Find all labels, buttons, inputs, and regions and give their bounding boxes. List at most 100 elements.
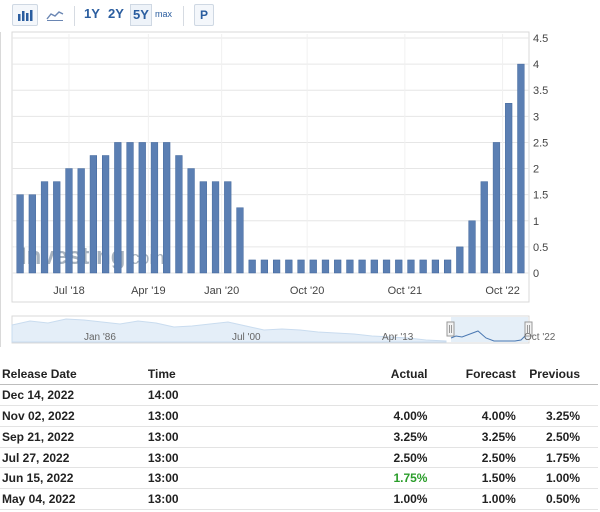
navigator-right-handle[interactable] bbox=[524, 321, 533, 337]
bar[interactable] bbox=[443, 259, 452, 274]
bar[interactable] bbox=[431, 259, 440, 274]
p-button-label: P bbox=[199, 8, 208, 22]
header-actual[interactable]: Actual bbox=[310, 364, 430, 386]
header-release-date[interactable]: Release Date bbox=[0, 364, 146, 386]
bar[interactable] bbox=[236, 207, 244, 274]
bar[interactable] bbox=[163, 142, 171, 274]
time-cell: 13:00 bbox=[145, 405, 311, 427]
bar[interactable] bbox=[150, 142, 159, 274]
bar[interactable] bbox=[334, 259, 342, 274]
bar[interactable] bbox=[285, 259, 293, 274]
time-cell: 13:00 bbox=[145, 426, 311, 448]
range-5y-button[interactable]: 5Y bbox=[130, 4, 152, 26]
bar-series bbox=[16, 63, 525, 274]
bar[interactable] bbox=[492, 142, 501, 274]
bar[interactable] bbox=[321, 259, 330, 274]
bar[interactable] bbox=[419, 259, 427, 274]
y-tick-label: 0 bbox=[533, 268, 539, 280]
bar[interactable] bbox=[16, 194, 24, 274]
actual-cell: 4.00% bbox=[310, 405, 430, 427]
line-chart-icon[interactable] bbox=[42, 4, 68, 26]
navigator-selection[interactable] bbox=[451, 317, 528, 342]
forecast-cell bbox=[429, 384, 518, 407]
x-tick-label: Oct '21 bbox=[388, 285, 423, 297]
release-date-cell: May 04, 2022 bbox=[0, 488, 146, 511]
bar[interactable] bbox=[272, 259, 281, 274]
bar[interactable] bbox=[297, 259, 305, 274]
release-date-cell: Jun 15, 2022 bbox=[0, 467, 146, 490]
y-tick-label: 4 bbox=[533, 59, 539, 71]
bar[interactable] bbox=[517, 63, 525, 274]
x-tick-label: Apr '19 bbox=[131, 285, 166, 297]
release-date-cell: Sep 21, 2022 bbox=[0, 426, 146, 448]
bar[interactable] bbox=[175, 155, 183, 274]
bar[interactable] bbox=[370, 259, 378, 274]
y-tick-label: 2.5 bbox=[533, 137, 548, 149]
range-max-button[interactable]: max bbox=[155, 9, 173, 19]
actual-cell: 2.50% bbox=[310, 447, 430, 469]
bar[interactable] bbox=[126, 142, 134, 274]
x-tick-label: Oct '20 bbox=[290, 285, 325, 297]
range-1y-button[interactable]: 1Y bbox=[84, 6, 100, 21]
toolbar-divider bbox=[74, 6, 75, 26]
bar[interactable] bbox=[211, 181, 220, 274]
y-tick-label: 2 bbox=[533, 164, 539, 176]
bar[interactable] bbox=[248, 259, 256, 274]
y-tick-label: 3.5 bbox=[533, 85, 548, 97]
bar[interactable] bbox=[224, 181, 232, 274]
bar[interactable] bbox=[65, 168, 73, 274]
bar-chart[interactable]: Investing.com 00.511.522.533.544.5 Jul '… bbox=[0, 0, 600, 345]
previous-cell: 3.25% bbox=[517, 405, 598, 427]
y-tick-label: 4.5 bbox=[533, 33, 548, 45]
actual-cell: 1.00% bbox=[310, 488, 430, 511]
header-previous[interactable]: Previous bbox=[517, 364, 598, 386]
p-button[interactable]: P bbox=[194, 4, 214, 26]
bar[interactable] bbox=[309, 259, 317, 274]
navigator-selected-line bbox=[450, 330, 527, 342]
bar[interactable] bbox=[505, 103, 513, 274]
toolbar-divider bbox=[183, 6, 184, 26]
bar[interactable] bbox=[53, 181, 61, 274]
navigator-left-handle[interactable] bbox=[446, 321, 455, 337]
table-row: Jul 27, 2022 13:00 2.50% 2.50% 1.75% bbox=[0, 447, 598, 469]
range-2y-button[interactable]: 2Y bbox=[108, 6, 124, 21]
header-forecast[interactable]: Forecast bbox=[429, 364, 518, 386]
x-tick-label: Jan '20 bbox=[204, 285, 239, 297]
release-date-cell: Nov 02, 2022 bbox=[0, 405, 146, 427]
forecast-cell: 3.25% bbox=[429, 426, 518, 448]
bar[interactable] bbox=[358, 259, 366, 274]
navigator[interactable]: Jan '86 Jul '00 Apr '13 Oct '22 bbox=[11, 315, 556, 344]
navigator-label: Oct '22 bbox=[524, 332, 556, 343]
bar[interactable] bbox=[89, 155, 98, 274]
bar[interactable] bbox=[77, 168, 85, 274]
y-tick-label: 0.5 bbox=[533, 242, 548, 254]
time-cell: 13:00 bbox=[145, 447, 311, 469]
actual-cell: 3.25% bbox=[310, 426, 430, 448]
table-row: Dec 14, 2022 14:00 bbox=[0, 384, 598, 407]
navigator-series bbox=[11, 318, 447, 343]
bar[interactable] bbox=[101, 155, 110, 274]
y-tick-label: 1.5 bbox=[533, 190, 548, 202]
bar-chart-icon[interactable] bbox=[12, 4, 38, 26]
navigator-label: Jan '86 bbox=[84, 332, 116, 343]
bar[interactable] bbox=[346, 259, 354, 274]
grid-lines bbox=[12, 34, 529, 274]
previous-cell bbox=[517, 384, 598, 407]
bar[interactable] bbox=[187, 168, 195, 274]
bar[interactable] bbox=[407, 259, 415, 274]
bar[interactable] bbox=[28, 194, 36, 274]
bar[interactable] bbox=[395, 259, 403, 274]
bar[interactable] bbox=[138, 142, 146, 274]
bar[interactable] bbox=[480, 181, 488, 274]
bar[interactable] bbox=[468, 220, 476, 274]
x-axis-labels: Jul '18 Apr '19 Jan '20 Oct '20 Oct '21 Oct '… bbox=[53, 285, 520, 297]
bar[interactable] bbox=[40, 181, 49, 274]
bar[interactable] bbox=[382, 259, 391, 274]
bar[interactable] bbox=[199, 181, 207, 274]
table-row: Sep 21, 2022 13:00 3.25% 3.25% 2.50% bbox=[0, 426, 598, 448]
header-time[interactable]: Time bbox=[145, 364, 311, 386]
bar[interactable] bbox=[114, 142, 122, 274]
bar[interactable] bbox=[260, 259, 269, 274]
previous-cell: 1.75% bbox=[517, 447, 598, 469]
bar[interactable] bbox=[456, 246, 464, 274]
